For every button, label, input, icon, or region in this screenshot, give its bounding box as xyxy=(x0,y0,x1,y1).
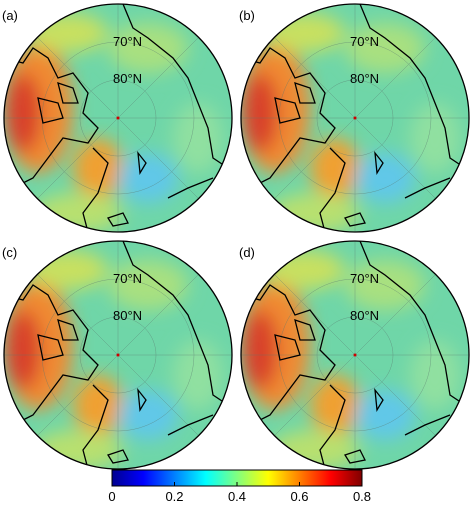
latitude-label: 80°N xyxy=(350,308,379,323)
latitude-label: 80°N xyxy=(113,308,142,323)
colorbar-tick-label: 0.4 xyxy=(228,489,246,504)
latitude-label: 70°N xyxy=(350,34,379,49)
latitude-label: 80°N xyxy=(350,71,379,86)
latitude-label: 70°N xyxy=(113,271,142,286)
latitude-label: 70°N xyxy=(350,271,379,286)
panel-label: (a) xyxy=(2,8,18,23)
latitude-label: 70°N xyxy=(113,34,142,49)
panel-label: (c) xyxy=(2,245,17,260)
latitude-label: 80°N xyxy=(113,71,142,86)
panel-label: (b) xyxy=(239,8,255,23)
colorbar-tick-label: 0 xyxy=(108,489,115,504)
colorbar-tick-label: 0.8 xyxy=(353,489,371,504)
colorbar-tick-label: 0.2 xyxy=(165,489,183,504)
panel-label: (d) xyxy=(239,245,255,260)
colorbar-tick-label: 0.6 xyxy=(290,489,308,504)
